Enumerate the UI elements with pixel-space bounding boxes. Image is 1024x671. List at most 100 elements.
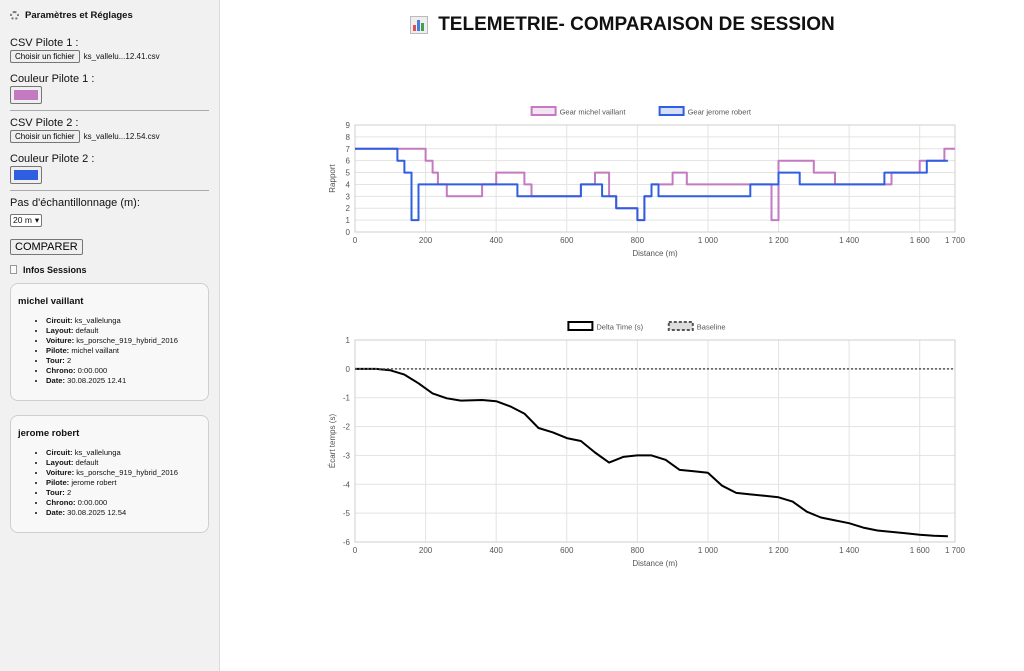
plot-area bbox=[354, 339, 956, 543]
y-tick-label: -4 bbox=[343, 480, 351, 489]
gear-chart: Gear michel vaillant Gear jerome robert 0 1… bbox=[328, 106, 966, 258]
session-details: Circuit: ks_vallelunga Layout: default V… bbox=[18, 448, 201, 518]
y-tick-label: 6 bbox=[346, 157, 351, 166]
x-tick-label: 1 600 bbox=[910, 236, 931, 245]
list-item: Date: 30.08.2025 12.54 bbox=[46, 508, 201, 518]
list-item: Layout: default bbox=[46, 326, 201, 336]
series-line-gear-jerome-robert bbox=[355, 147, 948, 222]
settings-header: Paramètres et Réglages bbox=[10, 10, 209, 21]
y-tick-label: 2 bbox=[346, 204, 351, 213]
csv1-choose-file-button[interactable]: Choisir un fichier bbox=[10, 50, 80, 63]
compare-button[interactable]: COMPARER bbox=[10, 238, 83, 255]
infos-header: Infos Sessions bbox=[10, 265, 209, 275]
x-tick-label: 200 bbox=[419, 236, 433, 245]
legend-swatch bbox=[658, 106, 685, 116]
y-tick-label: 1 bbox=[346, 216, 351, 225]
list-item: Layout: default bbox=[46, 458, 201, 468]
x-tick-label: 1 200 bbox=[769, 546, 790, 555]
settings-title: Paramètres et Réglages bbox=[25, 10, 133, 21]
x-tick-label: 1 200 bbox=[769, 236, 790, 245]
x-axis-label: Distance (m) bbox=[632, 249, 678, 258]
y-tick-label: 9 bbox=[346, 121, 351, 130]
color1-swatch bbox=[14, 90, 38, 100]
color2-swatch bbox=[14, 170, 38, 180]
y-tick-label: 5 bbox=[346, 169, 351, 178]
y-tick-label: -2 bbox=[343, 423, 351, 432]
y-axis-label: Rapport bbox=[328, 163, 337, 192]
y-tick-label: 7 bbox=[346, 145, 351, 154]
color2-label: Couleur Pilote 2 : bbox=[10, 153, 95, 165]
legend-label: Baseline bbox=[697, 323, 726, 332]
y-tick-label: -5 bbox=[343, 509, 351, 518]
csv2-file-name: ks_vallelu...12.54.csv bbox=[83, 132, 160, 141]
series-line-delta-time-s- bbox=[355, 367, 948, 538]
list-item: Chrono: 0:00.000 bbox=[46, 366, 201, 376]
legend-label: Gear jerome robert bbox=[688, 108, 752, 117]
list-item: Tour: 2 bbox=[46, 488, 201, 498]
csv1-file-name: ks_vallelu...12.41.csv bbox=[83, 52, 160, 61]
x-tick-label: 800 bbox=[631, 546, 645, 555]
list-item: Pilote: jerome robert bbox=[46, 478, 201, 488]
csv2-label: CSV Pilote 2 : bbox=[10, 117, 79, 129]
x-tick-label: 1 000 bbox=[698, 546, 719, 555]
csv2-choose-file-button[interactable]: Choisir un fichier bbox=[10, 130, 80, 143]
session-name: jerome robert bbox=[18, 427, 80, 439]
step-label: Pas d'échantillonnage (m): bbox=[10, 197, 140, 209]
x-tick-label: 200 bbox=[419, 546, 433, 555]
session-card: michel vaillant Circuit: ks_vallelunga L… bbox=[10, 282, 209, 401]
infos-title: Infos Sessions bbox=[23, 264, 87, 275]
x-tick-label: 1 400 bbox=[839, 546, 860, 555]
x-tick-label: 1 000 bbox=[698, 236, 719, 245]
list-item: Voiture: ks_porsche_919_hybrid_2016 bbox=[46, 336, 201, 346]
x-tick-label: 600 bbox=[560, 236, 574, 245]
x-tick-label: 0 bbox=[353, 546, 358, 555]
divider bbox=[10, 190, 209, 191]
plot-area bbox=[354, 124, 956, 233]
page-title-text: TELEMETRIE- COMPARAISON DE SESSION bbox=[438, 14, 835, 35]
list-item: Chrono: 0:00.000 bbox=[46, 498, 201, 508]
step-select[interactable]: 20 m ▾ bbox=[10, 213, 43, 227]
x-tick-label: 800 bbox=[631, 236, 645, 245]
step-select-value: 20 m bbox=[13, 215, 32, 225]
legend-swatch bbox=[530, 106, 557, 116]
list-item: Date: 30.08.2025 12.41 bbox=[46, 376, 201, 386]
color1-label: Couleur Pilote 1 : bbox=[10, 73, 95, 85]
session-name: michel vaillant bbox=[18, 295, 84, 307]
document-icon bbox=[10, 265, 17, 274]
legend-label: Delta Time (s) bbox=[596, 323, 643, 332]
color2-picker[interactable] bbox=[10, 166, 42, 184]
list-item: Voiture: ks_porsche_919_hybrid_2016 bbox=[46, 468, 201, 478]
x-tick-label: 400 bbox=[489, 236, 503, 245]
main-content: TELEMETRIE- COMPARAISON DE SESSION Gear … bbox=[221, 0, 1024, 671]
y-tick-label: 4 bbox=[346, 180, 351, 189]
csv2-file-input: Choisir un fichier ks_vallelu...12.54.cs… bbox=[10, 130, 209, 143]
list-item: Tour: 2 bbox=[46, 356, 201, 366]
legend-swatch bbox=[667, 321, 694, 331]
y-tick-label: 8 bbox=[346, 133, 351, 142]
x-axis-label: Distance (m) bbox=[632, 559, 678, 568]
y-tick-label: -6 bbox=[343, 538, 351, 547]
session-details: Circuit: ks_vallelunga Layout: default V… bbox=[18, 316, 201, 386]
color1-picker[interactable] bbox=[10, 86, 42, 104]
session-card: jerome robert Circuit: ks_vallelunga Lay… bbox=[10, 414, 209, 533]
x-tick-label: 0 bbox=[353, 236, 358, 245]
x-tick-label: 1 700 bbox=[945, 546, 966, 555]
list-item: Circuit: ks_vallelunga bbox=[46, 448, 201, 458]
y-tick-label: 3 bbox=[346, 192, 351, 201]
legend-label: Gear michel vaillant bbox=[560, 108, 627, 117]
sidebar: Paramètres et Réglages CSV Pilote 1 : Ch… bbox=[0, 0, 220, 671]
x-tick-label: 400 bbox=[489, 546, 503, 555]
chevron-down-icon: ▾ bbox=[34, 214, 40, 225]
list-item: Pilote: michel vaillant bbox=[46, 346, 201, 356]
x-tick-label: 1 600 bbox=[910, 546, 931, 555]
csv1-label: CSV Pilote 1 : bbox=[10, 37, 79, 49]
gear-icon bbox=[10, 11, 19, 20]
bar-chart-icon bbox=[410, 16, 429, 34]
x-tick-label: 600 bbox=[560, 546, 574, 555]
page-title: TELEMETRIE- COMPARAISON DE SESSION bbox=[221, 14, 1024, 36]
x-tick-label: 1 400 bbox=[839, 236, 860, 245]
list-item: Circuit: ks_vallelunga bbox=[46, 316, 201, 326]
y-tick-label: -1 bbox=[343, 394, 351, 403]
csv1-file-input: Choisir un fichier ks_vallelu...12.41.cs… bbox=[10, 50, 209, 63]
